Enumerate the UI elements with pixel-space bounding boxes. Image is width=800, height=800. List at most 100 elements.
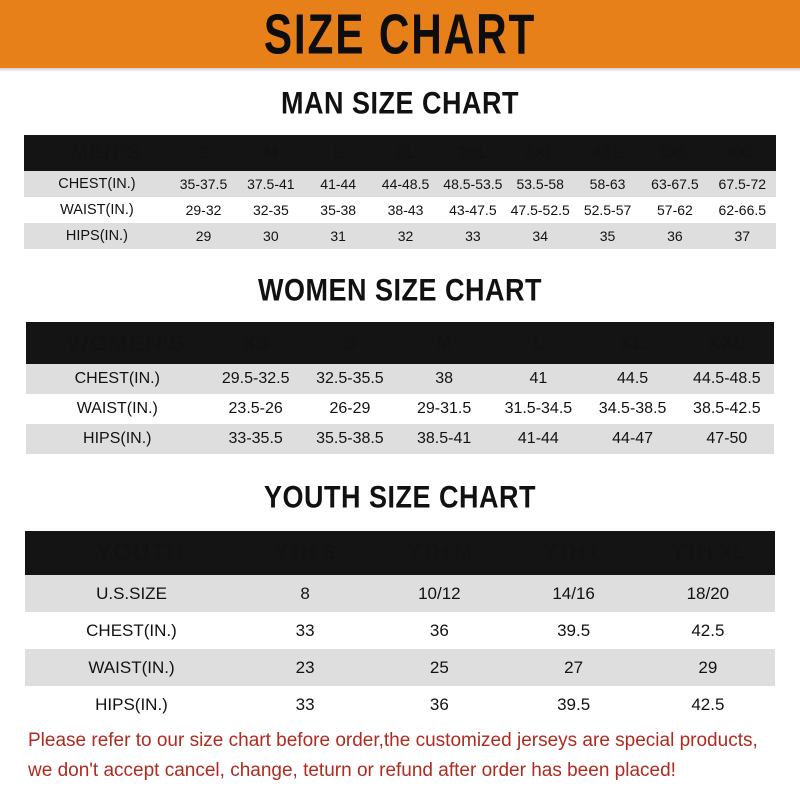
women-size-header: XS <box>242 331 269 354</box>
youth-header-row: YOUTH YTH S YTH M YTH L YTH XL <box>25 531 775 575</box>
youth-size-table-wrapper: YOUTH YTH S YTH M YTH L YTH XL U.S.SIZE 8 10/1… <box>25 531 775 723</box>
youth-row-label: WAIST(IN.) <box>88 657 175 677</box>
men-measure-cell: 35 <box>599 228 616 244</box>
women-measure-cell: 33-35.5 <box>228 430 283 447</box>
women-size-header: L <box>532 331 545 354</box>
youth-size-table: YOUTH YTH S YTH M YTH L YTH XL U.S.SIZE 8 10/1… <box>25 531 775 723</box>
table-row: HIPS(IN.) 33-35.5 35.5-38.5 38.5-41 41-44 44-… <box>26 424 774 454</box>
youth-measure-cell: 23 <box>295 657 315 677</box>
men-measure-cell: 58-63 <box>589 176 626 192</box>
youth-size-header: YTH M <box>406 541 473 564</box>
men-measure-cell: 33 <box>465 228 481 244</box>
men-size-header: 2XL <box>457 143 489 162</box>
women-measure-cell: 38.5-42.5 <box>693 400 761 417</box>
youth-section-title: YOUTH SIZE CHART <box>263 479 536 515</box>
men-measure-cell: 44-48.5 <box>381 176 430 192</box>
men-header-label: MEN'S <box>70 141 142 164</box>
youth-measure-cell: 36 <box>429 694 449 714</box>
youth-measure-cell: 25 <box>429 657 449 677</box>
youth-measure-cell: 33 <box>295 620 315 640</box>
table-row: U.S.SIZE 8 10/12 14/16 18/20 <box>25 575 775 612</box>
men-measure-cell: 29-32 <box>185 202 222 218</box>
table-row: WAIST(IN.) 29-32 32-35 35-38 38-43 43-47.5 47.… <box>24 197 776 223</box>
men-measure-cell: 29 <box>195 228 212 244</box>
youth-measure-cell: 10/12 <box>418 583 461 603</box>
women-measure-cell: 31.5-34.5 <box>504 400 573 417</box>
youth-measure-cell: 39.5 <box>557 620 591 640</box>
men-measure-cell: 35-38 <box>320 202 357 218</box>
men-measure-cell: 41-44 <box>320 176 357 192</box>
women-measure-cell: 32.5-35.5 <box>316 370 384 387</box>
women-size-table: WOMEN'S XS S M L XL XXL CHEST(IN.) 29.5-32.5 32.… <box>26 322 774 454</box>
women-measure-cell: 47-50 <box>706 430 748 447</box>
women-measure-cell: 23.5-26 <box>228 400 283 417</box>
youth-table-head: YOUTH YTH S YTH M YTH L YTH XL <box>25 531 775 575</box>
men-size-header: 5XL <box>659 143 691 162</box>
youth-measure-cell: 36 <box>429 620 449 640</box>
youth-size-header: YTH S <box>274 541 337 564</box>
women-measure-cell: 26-29 <box>329 400 371 417</box>
women-header-row: WOMEN'S XS S M L XL XXL <box>26 322 774 364</box>
women-measure-cell: 44-47 <box>612 430 654 447</box>
youth-measure-cell: 39.5 <box>557 694 591 714</box>
women-row-label: CHEST(IN.) <box>74 370 160 387</box>
women-measure-cell: 44.5-48.5 <box>693 370 761 387</box>
women-measure-cell: 29-31.5 <box>417 400 472 417</box>
women-section-title: WOMEN SIZE CHART <box>258 272 542 308</box>
men-measure-cell: 52.5-57 <box>583 202 632 218</box>
page-title: SIZE CHART <box>263 2 537 66</box>
page-banner: SIZE CHART <box>0 0 800 68</box>
men-measure-cell: 43-47.5 <box>449 202 497 218</box>
men-size-header: M <box>263 143 278 162</box>
youth-measure-cell: 33 <box>295 694 315 714</box>
men-measure-cell: 53.5-58 <box>516 176 564 192</box>
youth-header-label: YOUTH <box>96 539 185 566</box>
men-measure-cell: 36 <box>667 228 683 244</box>
men-row-label: HIPS(IN.) <box>65 228 128 244</box>
youth-table-body: U.S.SIZE 8 10/12 14/16 18/20 CHEST(IN.) 33 36 39… <box>25 575 775 723</box>
women-row-label: HIPS(IN.) <box>83 430 152 447</box>
women-table-head: WOMEN'S XS S M L XL XXL <box>26 322 774 364</box>
men-measure-cell: 31 <box>330 228 346 244</box>
men-measure-cell: 57-62 <box>657 202 693 218</box>
men-measure-cell: 62-66.5 <box>718 202 767 218</box>
women-measure-cell: 41 <box>529 370 548 387</box>
men-measure-cell: 37 <box>734 228 751 244</box>
men-row-label: WAIST(IN.) <box>60 202 134 218</box>
women-measure-cell: 34.5-38.5 <box>598 400 667 417</box>
banner-shadow-divider <box>0 68 800 72</box>
men-measure-cell: 67.5-72 <box>718 176 767 192</box>
youth-size-header: YTH XL <box>670 541 746 564</box>
men-measure-cell: 48.5-53.5 <box>443 176 503 192</box>
man-table-head: MEN'S S M L XL 2XL 3XL 4XL 5XL 6XL <box>24 135 776 171</box>
men-measure-cell: 37.5-41 <box>247 176 295 192</box>
youth-measure-cell: 8 <box>300 583 310 603</box>
men-size-header: S <box>197 143 210 162</box>
table-row: HIPS(IN.) 29 30 31 32 33 34 35 36 37 <box>24 223 776 249</box>
table-row: CHEST(IN.) 33 36 39.5 42.5 <box>25 612 775 649</box>
men-measure-cell: 47.5-52.5 <box>510 202 570 218</box>
women-header-label: WOMEN'S <box>67 329 186 356</box>
men-size-header: 3XL <box>524 143 556 162</box>
women-size-header: M <box>435 331 453 354</box>
women-measure-cell: 29.5-32.5 <box>221 370 290 387</box>
men-size-header: 6XL <box>726 143 758 162</box>
table-row: CHEST(IN.) 35-37.5 37.5-41 41-44 44-48.5 48.5… <box>24 171 776 197</box>
women-size-table-wrapper: WOMEN'S XS S M L XL XXL CHEST(IN.) 29.5-32.5 32.… <box>26 322 774 454</box>
youth-measure-cell: 14/16 <box>552 583 595 603</box>
table-row: WAIST(IN.) 23.5-26 26-29 29-31.5 31.5-34.5 34… <box>26 394 774 424</box>
youth-size-header: YTH L <box>543 541 604 564</box>
men-measure-cell: 34 <box>532 228 548 244</box>
table-row: CHEST(IN.) 29.5-32.5 32.5-35.5 38 41 44.5 44.5… <box>26 364 774 394</box>
youth-row-label: HIPS(IN.) <box>95 694 168 714</box>
man-header-row: MEN'S S M L XL 2XL 3XL 4XL 5XL 6XL <box>24 135 776 171</box>
table-row: HIPS(IN.) 33 36 39.5 42.5 <box>25 686 775 723</box>
women-measure-cell: 44.5 <box>617 370 649 387</box>
youth-measure-cell: 42.5 <box>691 694 725 714</box>
women-row-label: WAIST(IN.) <box>76 400 158 417</box>
man-size-table: MEN'S S M L XL 2XL 3XL 4XL 5XL 6XL CHEST(IN.) 35-3… <box>24 135 776 249</box>
women-size-header: S <box>343 331 357 354</box>
men-size-header: XL <box>394 143 417 162</box>
women-size-header: XL <box>619 331 646 354</box>
order-policy-note: Please refer to our size chart before or… <box>28 726 782 786</box>
